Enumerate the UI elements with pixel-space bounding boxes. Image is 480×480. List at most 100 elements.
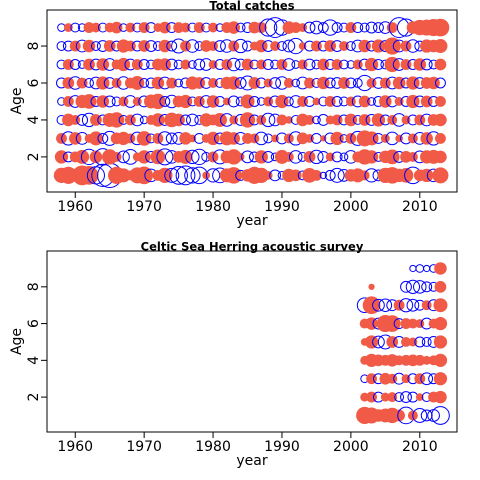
bubble	[193, 77, 206, 89]
bubble	[118, 96, 129, 107]
bubble	[383, 315, 401, 332]
bubble	[96, 76, 110, 90]
bubble	[111, 78, 122, 88]
bubble	[406, 76, 420, 90]
bubble	[226, 57, 241, 72]
bubble	[434, 113, 447, 127]
bubble	[312, 97, 321, 106]
bubble	[400, 40, 412, 52]
bubble	[291, 78, 301, 88]
bubble	[387, 114, 398, 125]
bubble	[275, 94, 289, 109]
bubble	[262, 150, 275, 163]
bubble	[434, 150, 447, 164]
bubble	[433, 298, 448, 313]
bubble	[283, 151, 294, 162]
bubble	[380, 392, 390, 402]
bubble	[225, 167, 243, 184]
bubble	[345, 96, 356, 107]
bubble	[366, 78, 377, 88]
bubble	[379, 95, 392, 108]
bubble	[368, 283, 375, 290]
bubble	[108, 112, 125, 128]
bubble	[364, 150, 379, 164]
bubble	[352, 22, 364, 34]
y-axis-label: Age	[9, 328, 25, 355]
bubble	[407, 318, 418, 329]
bubble	[255, 39, 268, 53]
bubble	[322, 19, 339, 36]
bubble	[434, 262, 447, 275]
y-tick-label: 8	[26, 42, 42, 51]
x-tick-label: 2010	[402, 199, 438, 215]
bubble	[90, 22, 101, 33]
x-tick-label: 1960	[57, 439, 93, 455]
bubble	[414, 114, 426, 126]
bubble	[352, 59, 363, 70]
bubble	[180, 114, 191, 126]
bubble	[262, 59, 274, 70]
bubble	[283, 78, 294, 88]
bubble	[70, 22, 81, 33]
bubble	[434, 280, 447, 293]
bubble	[261, 112, 276, 128]
x-tick-label: 2000	[333, 199, 369, 215]
bubble	[383, 37, 401, 55]
bubble	[364, 335, 379, 349]
bubble	[435, 77, 446, 89]
bubble	[421, 281, 433, 293]
bubble	[339, 152, 349, 162]
bubble	[63, 23, 73, 32]
bubble	[254, 131, 269, 146]
panel: Total catches year Age 1960 1970 1980 1990 2000…	[9, 0, 458, 229]
bubble	[367, 97, 376, 106]
bubble	[331, 59, 343, 70]
bubble	[180, 40, 191, 52]
bubble	[110, 21, 123, 34]
bubble	[234, 77, 247, 89]
bubble	[421, 300, 432, 311]
y-tick-label: 6	[26, 319, 42, 328]
bubble	[179, 132, 192, 145]
bubble	[433, 316, 448, 331]
bubble	[264, 17, 286, 38]
bubble	[420, 168, 434, 183]
bubble	[227, 132, 241, 145]
bubble	[283, 96, 294, 107]
bubble	[79, 165, 99, 185]
bubble	[362, 296, 381, 315]
x-tick-label: 1990	[264, 439, 300, 455]
y-tick-label: 2	[26, 393, 42, 402]
bubble	[288, 150, 303, 164]
bubble	[285, 116, 293, 124]
bubble	[431, 18, 450, 37]
bubble	[62, 96, 74, 107]
bubble	[138, 40, 151, 52]
bubble	[407, 133, 418, 144]
bubble	[116, 57, 131, 72]
bubble	[365, 21, 378, 34]
bubble	[433, 335, 448, 349]
bubble	[97, 132, 109, 144]
bubble	[103, 95, 116, 108]
bubble	[253, 167, 269, 184]
bubble	[75, 149, 90, 164]
bubble	[174, 78, 183, 88]
bubble	[352, 78, 363, 88]
bubble	[255, 22, 267, 33]
bubble	[124, 114, 136, 126]
bubble	[344, 113, 358, 127]
bubble	[241, 150, 254, 164]
bubble	[372, 335, 385, 349]
bubble	[151, 76, 165, 90]
bubble	[151, 113, 165, 127]
bubble	[393, 409, 405, 422]
bubble	[137, 150, 151, 164]
chart-title: Celtic Sea Herring acoustic survey	[141, 240, 364, 254]
bubble	[125, 22, 136, 33]
bubble	[298, 23, 308, 32]
bubble	[83, 22, 95, 33]
bubble	[69, 59, 81, 70]
bubble	[309, 149, 324, 165]
bubble	[193, 58, 206, 71]
